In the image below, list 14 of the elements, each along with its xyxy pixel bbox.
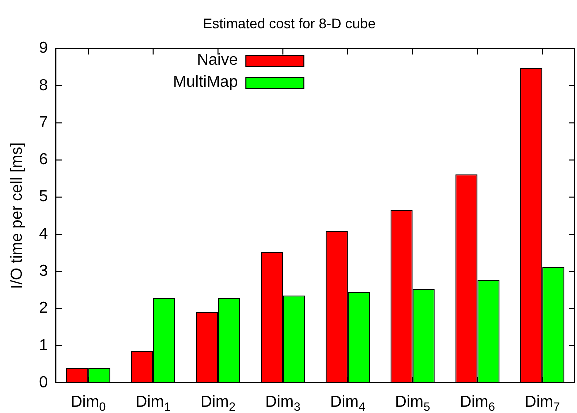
legend-label: MultiMap bbox=[173, 74, 238, 92]
y-tick-label: 9 bbox=[39, 40, 48, 58]
y-tick-label: 0 bbox=[39, 374, 48, 392]
y-tick-label: 4 bbox=[39, 226, 48, 243]
y-tick-label: 8 bbox=[39, 77, 48, 94]
y-tick-label: 2 bbox=[39, 300, 48, 318]
y-tick-label: 5 bbox=[39, 188, 48, 206]
y-tick-label: 3 bbox=[39, 263, 48, 280]
legend-label: Naive bbox=[197, 52, 238, 70]
y-tick-label: 7 bbox=[39, 114, 48, 132]
y-tick-label: 6 bbox=[39, 152, 48, 169]
chart-title: Estimated cost for 8-D cube bbox=[203, 15, 376, 32]
y-tick-label: 1 bbox=[39, 337, 48, 354]
y-axis-title: I/O time per cell [ms] bbox=[9, 142, 26, 290]
